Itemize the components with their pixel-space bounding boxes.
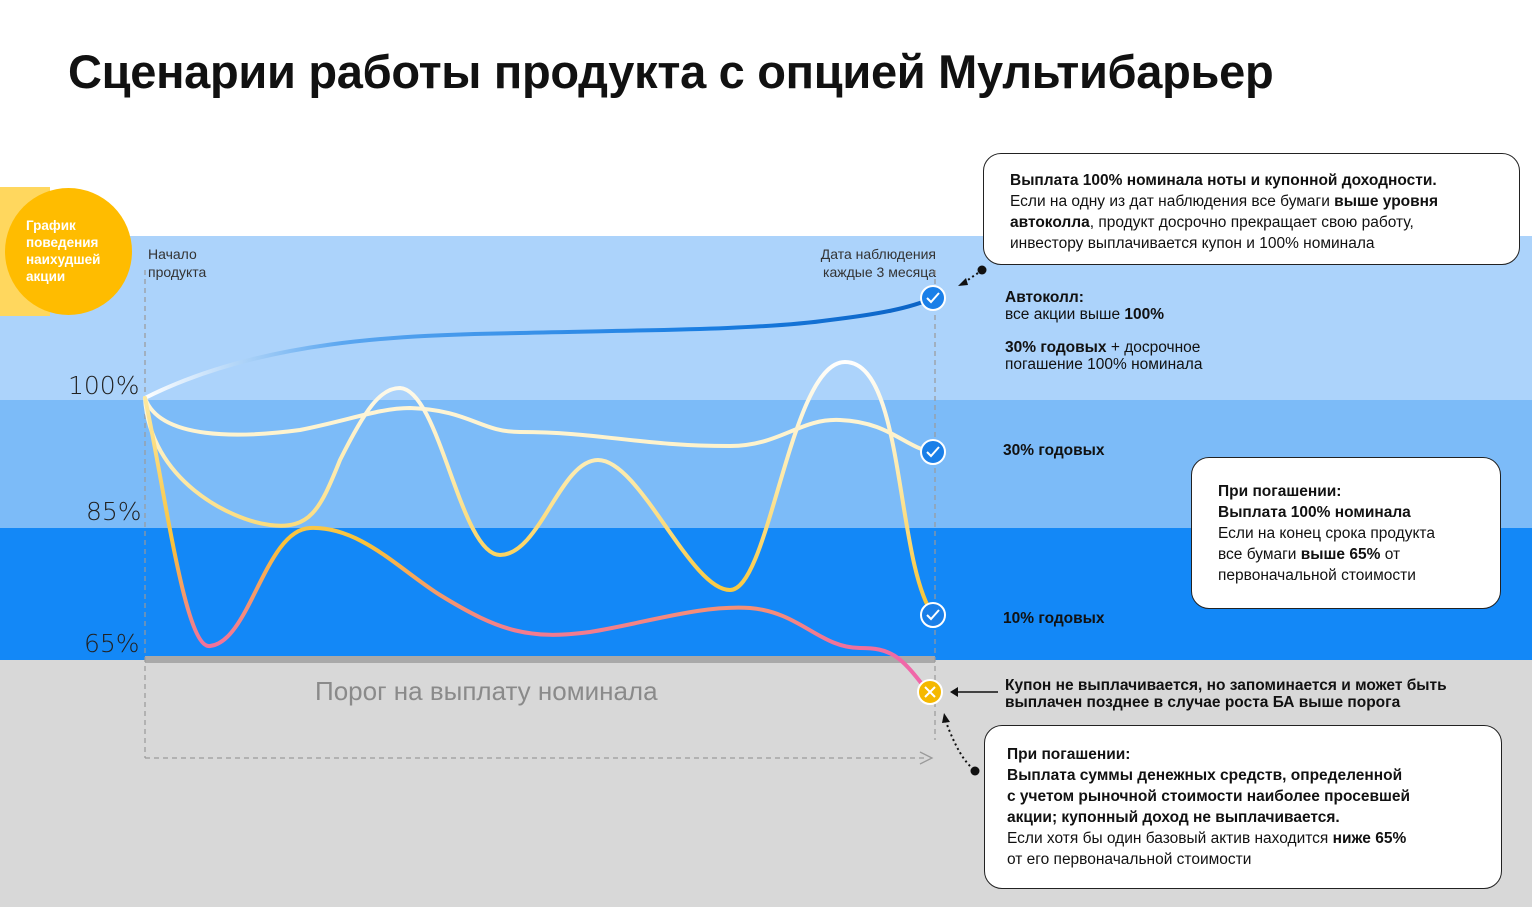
level-85: 85% <box>86 497 142 526</box>
scenario-wave-line <box>143 359 935 617</box>
scenario-30-line <box>143 396 935 454</box>
check-icon <box>920 602 946 628</box>
autocall-label: Автоколл: все акции выше 100% <box>1005 289 1165 323</box>
level-100: 100% <box>68 371 140 400</box>
check-icon <box>920 439 946 465</box>
cross-icon <box>917 679 943 705</box>
autocall-callout: Выплата 100% номинала ноты и купонной до… <box>983 153 1520 265</box>
threshold-label: Порог на выплату номинала <box>315 676 658 706</box>
worst-stock-badge-text: График поведения наихудшей акции <box>26 218 101 284</box>
level-65: 65% <box>84 629 140 658</box>
observation-label: Дата наблюдения каждые 3 месяца <box>820 246 936 280</box>
dashed-frame <box>144 270 936 759</box>
pointer-autocall <box>958 265 987 286</box>
coupon-memory-note: Купон не выплачивается, но запоминается … <box>1005 677 1447 711</box>
scenario-autocall-line <box>143 296 935 400</box>
pointer-loss <box>942 713 980 776</box>
coupon-10-label: 10% годовых <box>1003 610 1105 627</box>
start-label: Начало продукта <box>148 246 207 280</box>
worst-stock-badge <box>5 188 132 315</box>
threshold-line <box>145 656 935 663</box>
page-title: Сценарии работы продукта с опцией Мульти… <box>68 45 1274 98</box>
scenario-loss-line <box>143 396 927 690</box>
maturity-full-callout: При погашении: Выплата 100% номинала Есл… <box>1191 457 1501 609</box>
coupon-30-label: 30% годовых <box>1003 442 1105 459</box>
maturity-loss-callout: При погашении: Выплата суммы денежных ср… <box>984 725 1502 889</box>
check-icon <box>920 285 946 311</box>
autocall-coupon-label: 30% годовых + досрочное погашение 100% н… <box>1005 339 1203 373</box>
pointer-coupon <box>950 687 998 697</box>
